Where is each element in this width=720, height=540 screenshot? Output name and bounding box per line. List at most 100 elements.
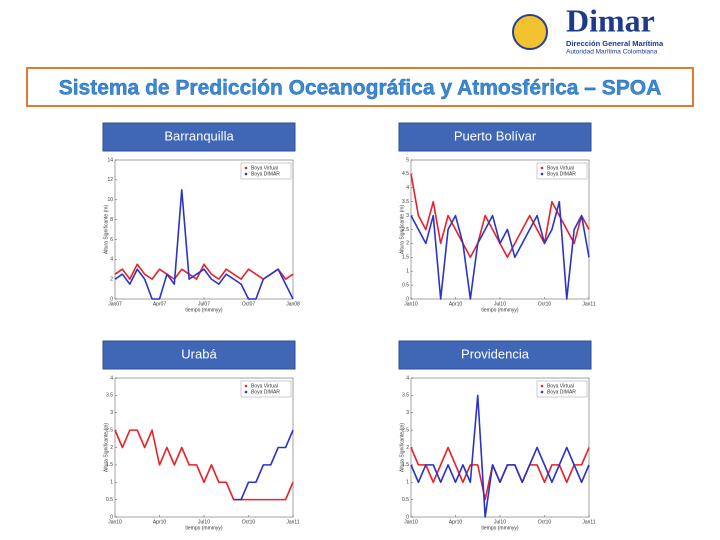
legend-label: Boya Virtual [251, 165, 278, 171]
plot-area [410, 159, 590, 300]
x-tick-label: Jan11 [582, 519, 595, 525]
legend-marker [244, 172, 248, 176]
panel-title: Puerto Bolívar [454, 128, 537, 143]
y-tick-label: 5 [406, 157, 409, 163]
plot-area [410, 377, 590, 518]
y-tick-label: 3 [406, 410, 409, 416]
y-tick-label: 2.5 [402, 427, 409, 433]
panel-title: Urabá [181, 346, 217, 361]
y-tick-label: 8 [110, 217, 113, 223]
y-tick-label: 3.5 [402, 393, 409, 399]
y-axis-label: Altura Significante (m) [399, 205, 405, 255]
legend-marker [540, 384, 544, 388]
legend-label: Boya Virtual [547, 165, 574, 171]
legend-marker [540, 166, 544, 170]
y-tick-label: 3 [406, 213, 409, 219]
legend-box [240, 162, 292, 180]
x-tick-label: Jul07 [198, 301, 210, 307]
legend-label: Boya DIMAR [251, 389, 280, 395]
legend-marker [540, 172, 544, 176]
series-line [114, 429, 294, 501]
legend-marker [540, 390, 544, 394]
y-tick-label: 6 [110, 237, 113, 243]
x-tick-label: Oct10 [242, 519, 256, 525]
x-tick-label: Jan07 [108, 301, 122, 307]
y-axis-label: Altura Significante (m) [103, 423, 109, 473]
panel-header [398, 122, 592, 152]
x-axis-label: tiempo (mmmyy) [481, 525, 519, 531]
y-tick-label: 1 [110, 480, 113, 486]
x-tick-label: Oct07 [242, 301, 256, 307]
series-line [410, 394, 590, 518]
brand: Dimar [566, 2, 655, 38]
x-tick-label: Apr07 [153, 301, 167, 307]
y-tick-label: 0 [110, 514, 113, 520]
y-tick-label: 0 [406, 296, 409, 302]
x-axis-label: tiempo (mmmyy) [185, 525, 223, 531]
x-axis-label: tiempo (mmmyy) [185, 307, 223, 313]
y-tick-label: 0.5 [402, 282, 409, 288]
x-tick-label: Jan08 [286, 301, 300, 307]
y-tick-label: 1.5 [106, 462, 113, 468]
x-tick-label: Apr10 [449, 519, 463, 525]
panel-header [102, 340, 296, 370]
y-tick-label: 2 [406, 241, 409, 247]
y-tick-label: 1.5 [402, 462, 409, 468]
legend-marker [244, 166, 248, 170]
y-tick-label: 2.5 [106, 427, 113, 433]
y-tick-label: 4 [406, 185, 409, 191]
x-axis-label: tiempo (mmmyy) [481, 307, 519, 313]
series-line [114, 188, 294, 300]
legend-label: Boya DIMAR [547, 171, 576, 177]
title-box [26, 67, 694, 107]
y-tick-label: 2 [110, 276, 113, 282]
y-tick-label: 2 [110, 445, 113, 451]
y-tick-label: 0 [406, 514, 409, 520]
y-tick-label: 1.5 [402, 255, 409, 261]
x-tick-label: Jul10 [494, 301, 506, 307]
y-tick-label: 3.5 [106, 393, 113, 399]
y-tick-label: 0 [110, 296, 113, 302]
legend-label: Boya DIMAR [547, 389, 576, 395]
y-tick-label: 10 [107, 197, 113, 203]
x-tick-label: Jul10 [198, 519, 210, 525]
y-tick-label: 4 [110, 257, 113, 263]
panel-title: Barranquilla [164, 128, 234, 143]
x-tick-label: Apr10 [449, 301, 463, 307]
legend-label: Boya Virtual [251, 383, 278, 389]
y-tick-label: 3 [110, 410, 113, 416]
plot-area [114, 377, 294, 518]
legend-label: Boya Virtual [547, 383, 574, 389]
y-tick-label: 14 [107, 157, 113, 163]
y-axis-label: Altura Significante (m) [399, 423, 405, 473]
x-tick-label: Jan11 [286, 519, 299, 525]
y-tick-label: 2 [406, 445, 409, 451]
plot-area [114, 159, 294, 300]
brand-subtitle: Dirección General Marítima [566, 39, 664, 48]
logo-emblem [512, 14, 548, 50]
y-tick-label: 3.5 [402, 199, 409, 205]
y-tick-label: 1 [406, 480, 409, 486]
x-tick-label: Jul10 [494, 519, 506, 525]
legend-marker [244, 384, 248, 388]
y-tick-label: 4 [110, 375, 113, 381]
x-tick-label: Jan11 [582, 301, 595, 307]
slide-title: Sistema de Predicción Oceanográfica y At… [59, 77, 662, 100]
y-tick-label: 0.5 [106, 497, 113, 503]
x-tick-label: Apr10 [153, 519, 167, 525]
brand-tagline: Autoridad Marítima Colombiana [566, 49, 658, 56]
y-tick-label: 4 [406, 375, 409, 381]
x-tick-label: Oct10 [538, 301, 552, 307]
y-tick-label: 4.5 [402, 171, 409, 177]
panel-header [102, 122, 296, 152]
legend-box [536, 162, 588, 180]
x-tick-label: Jan10 [404, 519, 418, 525]
panel-header [398, 340, 592, 370]
legend-label: Boya DIMAR [251, 171, 280, 177]
x-tick-label: Jan10 [108, 519, 122, 525]
y-tick-label: 2.5 [402, 227, 409, 233]
legend-box [240, 380, 292, 398]
y-tick-label: 12 [107, 177, 113, 183]
x-tick-label: Jan10 [404, 301, 418, 307]
